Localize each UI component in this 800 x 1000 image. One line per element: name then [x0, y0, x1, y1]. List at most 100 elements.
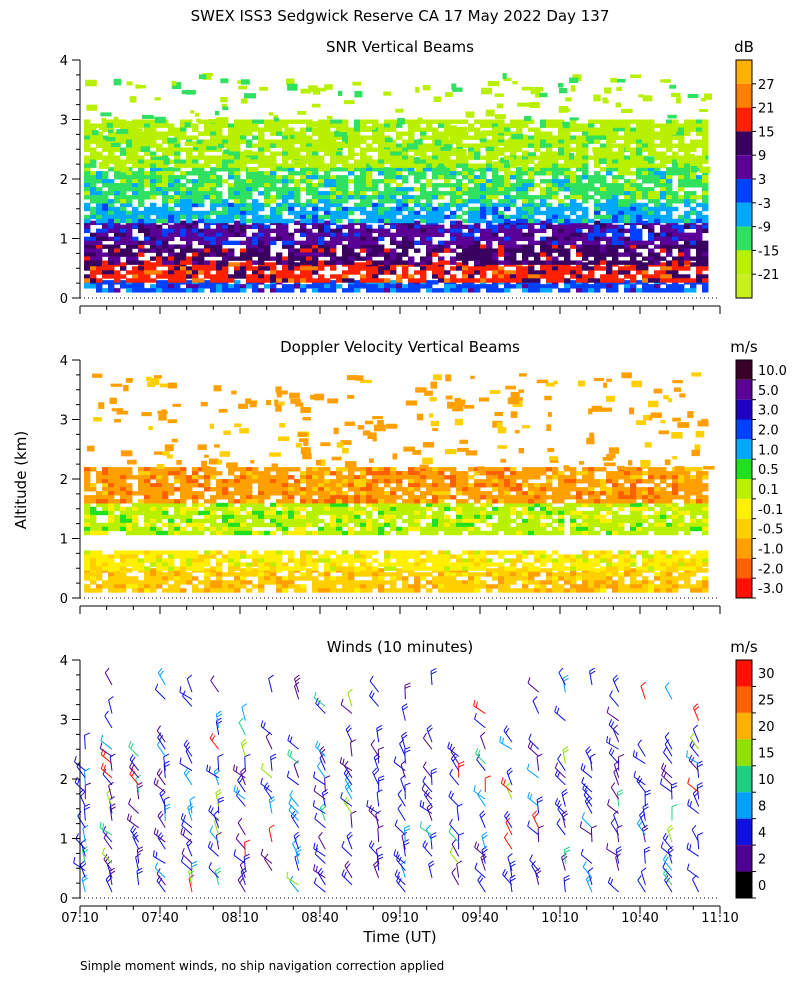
- data-cell: [528, 236, 535, 242]
- data-cell: [288, 584, 295, 589]
- data-cell: [348, 135, 355, 140]
- data-cell: [216, 252, 223, 257]
- data-cell: [504, 195, 511, 200]
- data-cell: [444, 558, 451, 563]
- data-cell: [180, 576, 187, 581]
- data-cell: [630, 256, 637, 261]
- data-cell: [150, 568, 157, 573]
- data-cell: [126, 155, 133, 160]
- data-cell: [402, 175, 409, 180]
- data-cell: [162, 131, 169, 136]
- data-cell: [624, 572, 631, 577]
- data-cell: [264, 240, 271, 246]
- data-cell: [186, 274, 193, 279]
- data-cell: [120, 187, 127, 192]
- data-cell: [90, 195, 97, 200]
- data-cell: [676, 157, 684, 163]
- data-cell: [546, 214, 553, 220]
- data-cell: [162, 248, 169, 253]
- data-cell: [684, 288, 691, 293]
- data-cell: [102, 206, 109, 212]
- data-cell: [84, 135, 91, 140]
- data-cell: [264, 171, 271, 176]
- data-cell: [528, 127, 535, 132]
- data-cell: [486, 288, 493, 293]
- data-cell: [96, 236, 103, 242]
- data-cell: [120, 119, 127, 124]
- data-cell: [252, 270, 259, 275]
- data-cell: [648, 252, 655, 257]
- data-cell: [450, 127, 457, 132]
- data-cell: [570, 266, 577, 271]
- data-cell: [216, 202, 223, 208]
- data-cell: [468, 584, 475, 589]
- data-cell: [444, 288, 451, 293]
- data-cell: [366, 214, 373, 220]
- data-cell: [450, 248, 457, 253]
- data-cell: [344, 100, 355, 105]
- data-cell: [522, 167, 529, 172]
- data-cell: [246, 248, 253, 253]
- data-cell: [270, 284, 277, 289]
- data-cell: [342, 550, 349, 555]
- data-cell: [192, 274, 199, 279]
- data-cell: [472, 164, 479, 170]
- data-cell: [192, 232, 199, 238]
- data-cell: [558, 143, 565, 148]
- data-cell: [330, 240, 337, 246]
- data-cell: [534, 274, 541, 279]
- data-cell: [222, 256, 229, 261]
- data-cell: [666, 554, 673, 559]
- data-cell: [462, 159, 469, 164]
- data-cell: [306, 171, 313, 176]
- data-cell: [432, 210, 439, 216]
- data-cell: [198, 554, 205, 559]
- data-cell: [196, 118, 201, 123]
- data-cell: [204, 171, 211, 176]
- data-cell: [654, 214, 661, 220]
- data-cell: [246, 284, 253, 289]
- data-cell: [450, 139, 457, 144]
- data-cell: [666, 228, 673, 234]
- data-cell: [132, 183, 139, 188]
- data-cell: [408, 131, 415, 136]
- data-cell: [174, 550, 181, 555]
- data-cell: [480, 119, 487, 124]
- data-cell: [234, 240, 241, 246]
- data-cell: [270, 206, 277, 212]
- data-cell: [481, 130, 494, 135]
- data-cell: [648, 228, 655, 234]
- data-cell: [390, 550, 397, 555]
- data-cell: [594, 568, 601, 573]
- data-cell: [282, 123, 289, 128]
- data-cell: [702, 202, 709, 208]
- data-cell: [510, 224, 517, 230]
- data-cell: [348, 248, 355, 253]
- data-cell: [156, 224, 163, 230]
- data-cell: [222, 240, 229, 246]
- data-cell: [594, 135, 601, 140]
- data-cell: [540, 270, 547, 275]
- data-cell: [516, 266, 523, 271]
- data-cell: [300, 175, 307, 180]
- data-cell: [120, 588, 127, 593]
- data-cell: [576, 191, 583, 196]
- data-cell: [630, 147, 637, 152]
- data-cell: [324, 195, 331, 200]
- data-cell: [108, 562, 115, 567]
- data-cell: [210, 572, 217, 577]
- data-cell: [443, 144, 453, 149]
- data-cell: [630, 155, 637, 160]
- data-cell: [450, 159, 457, 164]
- data-cell: [390, 155, 397, 160]
- data-cell: [612, 199, 619, 204]
- data-cell: [342, 260, 349, 265]
- data-cell: [84, 558, 91, 563]
- data-cell: [276, 252, 283, 257]
- data-cell: [540, 288, 547, 293]
- data-cell: [282, 550, 289, 555]
- data-cell: [390, 195, 397, 200]
- data-cell: [606, 274, 613, 279]
- data-cell: [300, 284, 307, 289]
- data-cell: [288, 266, 295, 271]
